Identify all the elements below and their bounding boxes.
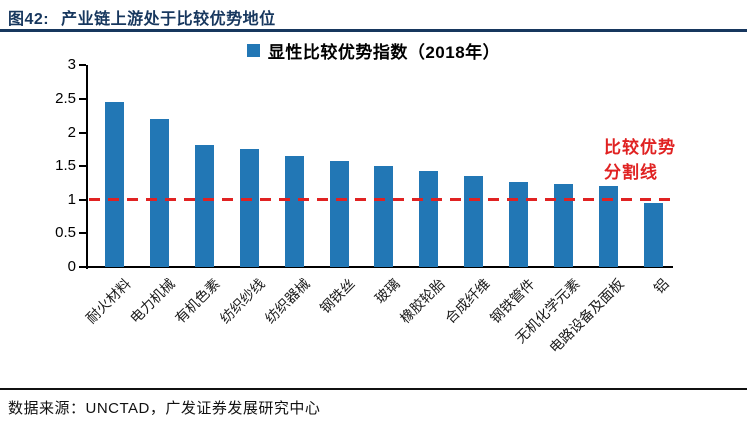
reference-line bbox=[89, 197, 672, 201]
bar bbox=[239, 148, 259, 267]
y-tick-label: 0.5 bbox=[55, 224, 76, 242]
title-divider bbox=[0, 29, 747, 32]
bar bbox=[419, 170, 439, 267]
y-tick-mark bbox=[79, 98, 86, 100]
chart-legend: 显性比较优势指数（2018年） bbox=[0, 38, 747, 62]
y-tick-mark bbox=[79, 266, 86, 268]
legend-label: 显性比较优势指数（2018年） bbox=[267, 42, 501, 62]
y-tick-mark bbox=[79, 232, 86, 235]
bar bbox=[284, 156, 304, 267]
figure-title-text: 产业链上游处于比较优势地位 bbox=[61, 11, 276, 28]
y-tick-mark bbox=[79, 198, 86, 201]
y-tick-mark bbox=[79, 165, 86, 168]
y-tick-label: 2 bbox=[67, 123, 76, 141]
x-axis-label: 电力机械 bbox=[127, 275, 179, 327]
bar bbox=[554, 183, 573, 267]
bar bbox=[643, 203, 663, 267]
bar bbox=[598, 186, 618, 267]
y-tick-label: 1 bbox=[67, 190, 76, 208]
footer-divider bbox=[0, 388, 747, 390]
x-axis-label: 铝 bbox=[650, 275, 673, 297]
figure-number: 图42: bbox=[8, 11, 50, 28]
y-tick-label: 2.5 bbox=[55, 90, 76, 107]
bar bbox=[374, 166, 394, 267]
annotation-line2: 分割线 bbox=[604, 163, 658, 182]
bar bbox=[464, 175, 484, 267]
x-axis-label: 橡胶轮胎 bbox=[396, 275, 448, 327]
figure-title: 图42: 产业链上游处于比较优势地位 bbox=[8, 5, 276, 29]
y-tick-mark bbox=[79, 131, 86, 134]
x-axis-label: 纺织纱线 bbox=[217, 275, 268, 327]
bar bbox=[509, 181, 529, 267]
bar bbox=[105, 102, 124, 267]
x-axis-label: 玻璃 bbox=[371, 275, 403, 307]
reference-line-annotation: 比较优势 分割线 bbox=[604, 135, 676, 185]
x-axis-label: 钢铁丝 bbox=[316, 275, 358, 317]
x-axis-label: 耐火材料 bbox=[82, 275, 134, 327]
bar bbox=[329, 160, 349, 267]
x-axis-label: 合成纤维 bbox=[441, 275, 493, 327]
legend-marker-icon bbox=[246, 43, 260, 57]
x-axis-label: 纺织器械 bbox=[261, 275, 313, 327]
y-tick-label: 1.5 bbox=[55, 157, 76, 175]
bar bbox=[149, 119, 169, 267]
x-axis-line bbox=[86, 266, 673, 268]
y-tick-label: 0 bbox=[67, 258, 76, 275]
bar bbox=[194, 144, 214, 267]
y-tick-mark bbox=[79, 64, 86, 67]
y-tick-label: 3 bbox=[67, 56, 76, 74]
data-source: 数据来源：UNCTAD，广发证券发展研究中心 bbox=[8, 400, 321, 417]
y-axis-line bbox=[86, 65, 88, 269]
annotation-line1: 比较优势 bbox=[604, 138, 676, 157]
x-axis-label: 有机色素 bbox=[172, 275, 224, 327]
